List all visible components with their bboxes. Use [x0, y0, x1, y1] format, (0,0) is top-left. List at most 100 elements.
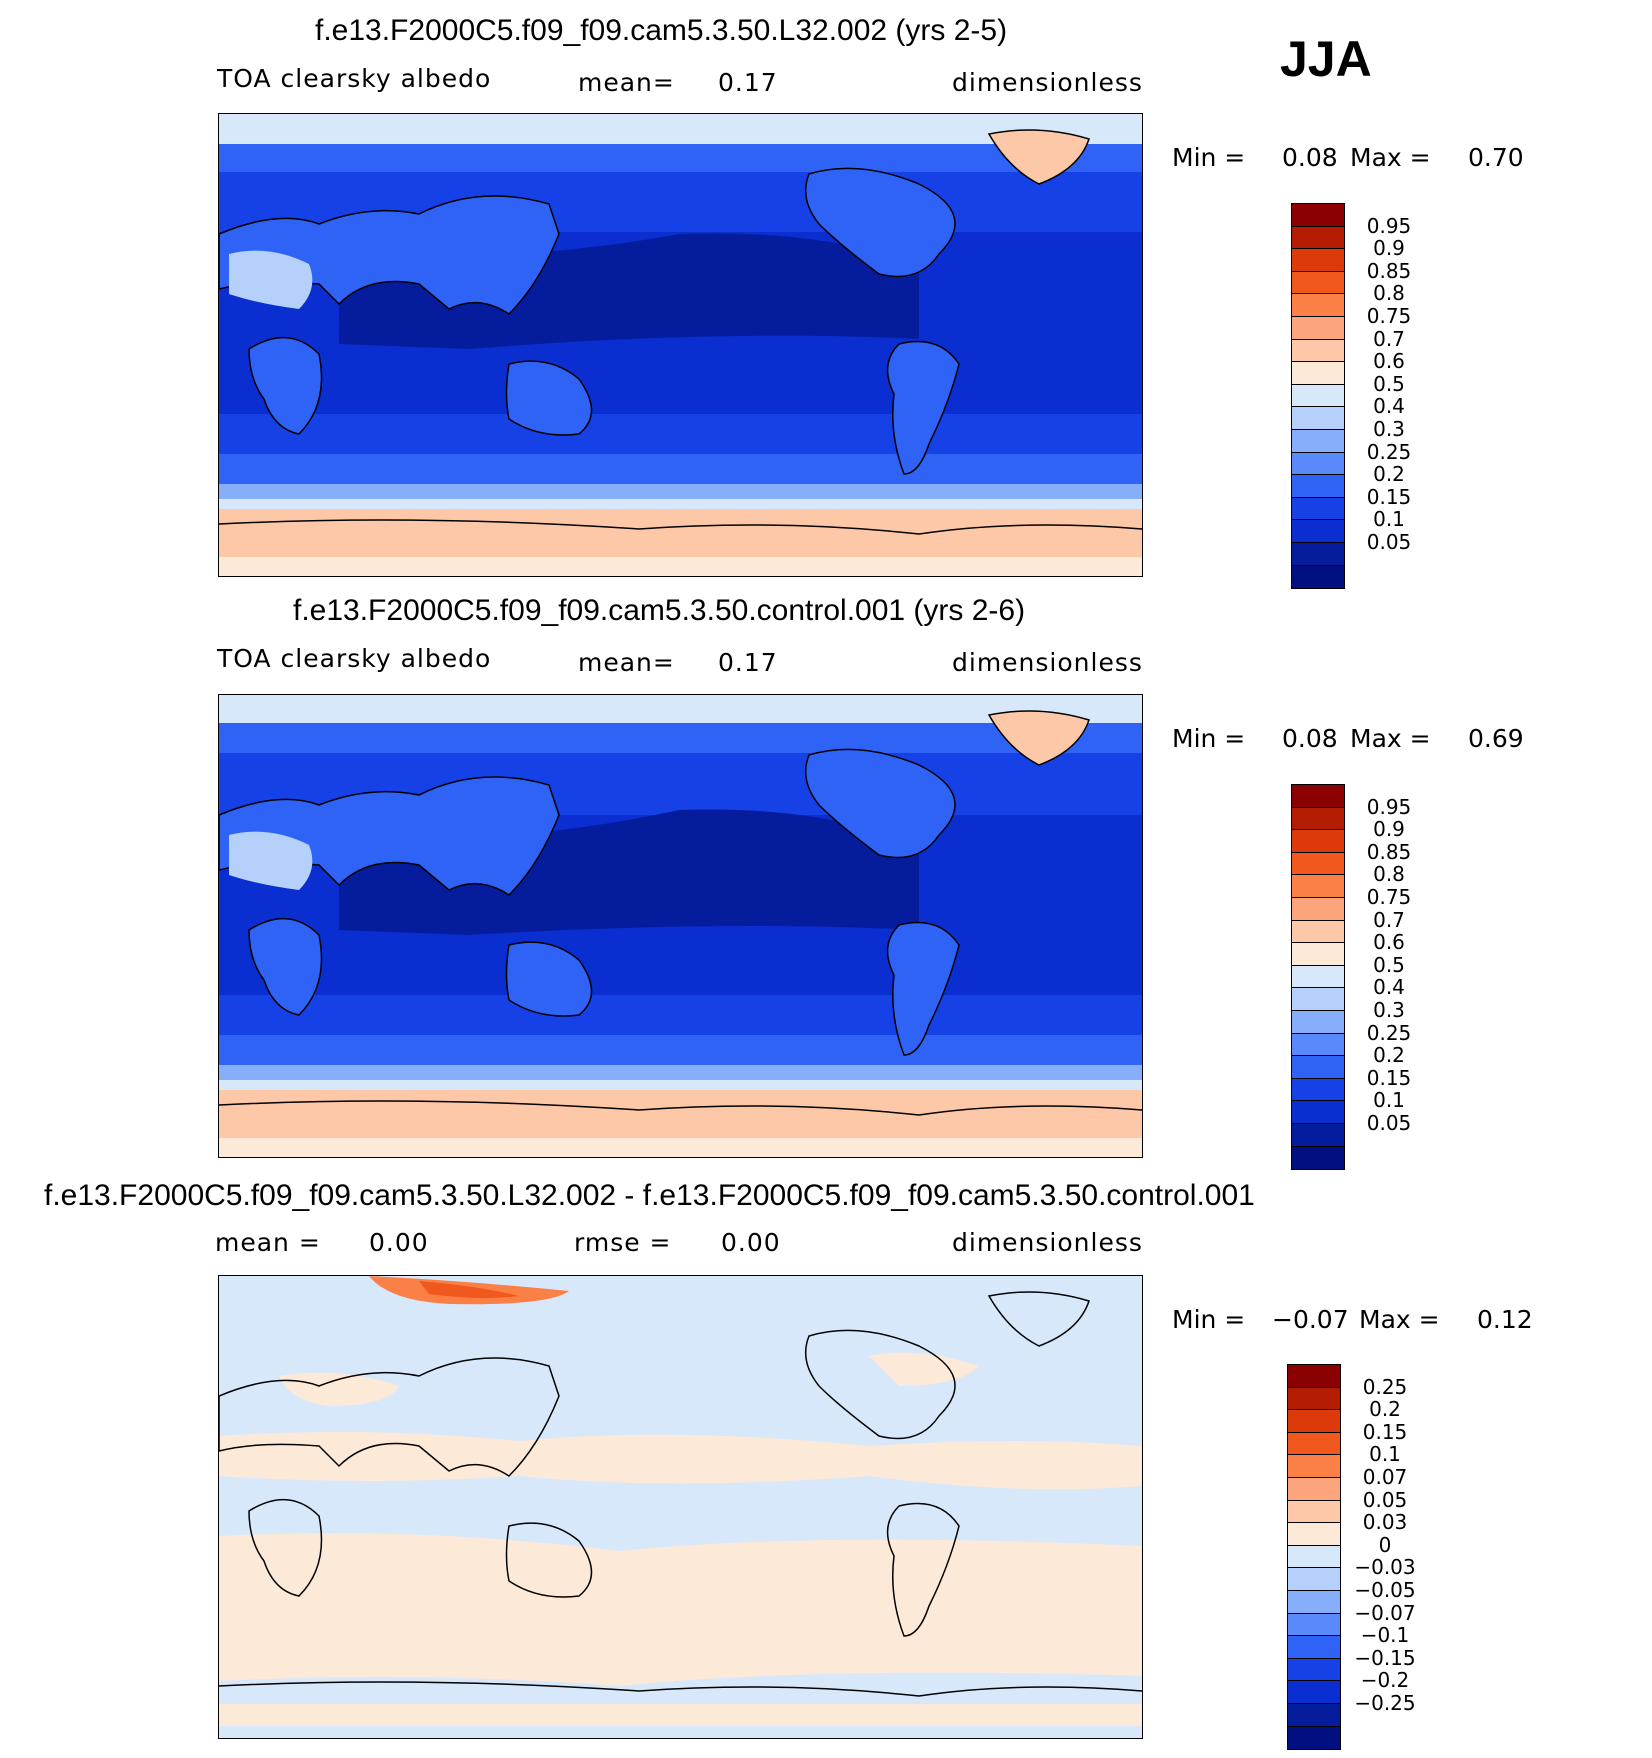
- panel3-mean-label: mean =: [215, 1228, 321, 1257]
- panel3-rmse-value: 0.00: [721, 1228, 781, 1257]
- colorbar-swatch: [1292, 271, 1344, 295]
- panel2-map: [218, 694, 1143, 1158]
- colorbar-level-label: 0.5: [1373, 371, 1405, 396]
- colorbar-swatch: [1288, 1455, 1340, 1478]
- colorbar-level-label: 0.03: [1362, 1510, 1408, 1535]
- colorbar-level-label: 0: [1378, 1532, 1392, 1557]
- panel3-max-value: 0.12: [1477, 1305, 1533, 1334]
- colorbar-swatch: [1288, 1365, 1340, 1388]
- panel2-max-value: 0.69: [1468, 724, 1524, 753]
- colorbar-swatch: [1288, 1410, 1340, 1433]
- colorbar-swatch: [1292, 807, 1344, 831]
- colorbar-level-label: 0.8: [1373, 862, 1405, 887]
- colorbar-swatch: [1288, 1523, 1340, 1546]
- colorbar-swatch: [1288, 1703, 1340, 1727]
- colorbar-swatch: [1292, 316, 1344, 340]
- colorbar-level-label: 0.75: [1366, 885, 1412, 909]
- panel2-variable-label: TOA clearsky albedo: [217, 644, 492, 673]
- colorbar-swatch: [1292, 475, 1344, 498]
- panel3-max-label: Max =: [1359, 1305, 1440, 1334]
- colorbar-swatch: [1288, 1568, 1340, 1591]
- colorbar-swatch: [1292, 204, 1344, 227]
- colorbar-swatch: [1292, 943, 1344, 966]
- panel1-title: f.e13.F2000C5.f09_f09.cam5.3.50.L32.002 …: [315, 14, 1008, 47]
- colorbar-swatch: [1292, 542, 1344, 566]
- colorbar-level-label: 0.4: [1373, 975, 1405, 1000]
- colorbar-level-label: 0.85: [1366, 839, 1412, 864]
- panel3-min-label: Min =: [1172, 1305, 1246, 1334]
- colorbar-level-label: 0.95: [1366, 213, 1412, 238]
- colorbar-level-label: 0.05: [1362, 1487, 1408, 1512]
- colorbar-level-label: −0.03: [1354, 1555, 1416, 1580]
- colorbar-level-label: −0.1: [1360, 1623, 1410, 1648]
- colorbar-swatch: [1292, 1056, 1344, 1079]
- colorbar-swatch: [1292, 520, 1344, 543]
- colorbar-swatch: [1288, 1636, 1340, 1659]
- colorbar-level-label: −0.2: [1360, 1668, 1410, 1693]
- colorbar-level-label: 0.6: [1373, 349, 1405, 374]
- colorbar-level-label: −0.07: [1354, 1600, 1416, 1625]
- panel2-units: dimensionless: [952, 648, 1143, 677]
- colorbar-level-label: 0.95: [1366, 794, 1412, 819]
- colorbar-swatch: [1292, 1146, 1344, 1170]
- panel3-units: dimensionless: [952, 1228, 1143, 1257]
- colorbar-swatch: [1292, 452, 1344, 476]
- panel2-min-value: 0.08: [1282, 724, 1338, 753]
- colorbar-swatch: [1292, 362, 1344, 385]
- panel2-mean-value: 0.17: [718, 648, 778, 677]
- colorbar-level-label: 0.1: [1373, 1088, 1405, 1113]
- colorbar-swatch: [1292, 988, 1344, 1011]
- colorbar-swatch: [1292, 1078, 1344, 1102]
- colorbar-swatch: [1288, 1387, 1340, 1411]
- panel1-variable-label: TOA clearsky albedo: [217, 64, 492, 93]
- colorbar-swatch: [1292, 226, 1344, 250]
- colorbar-swatch: [1288, 1613, 1340, 1637]
- colorbar-level-label: 0.25: [1366, 439, 1412, 464]
- colorbar-swatch: [1288, 1726, 1340, 1750]
- panel1-max-value: 0.70: [1468, 143, 1524, 172]
- colorbar-level-label: 0.9: [1373, 236, 1405, 261]
- panel3-mean-value: 0.00: [369, 1228, 429, 1257]
- colorbar-swatch: [1292, 1010, 1344, 1034]
- colorbar-swatch: [1292, 339, 1344, 363]
- colorbar-swatches: [1291, 784, 1345, 1171]
- colorbar-level-label: 0.3: [1373, 998, 1405, 1022]
- colorbar-swatch: [1292, 897, 1344, 921]
- colorbar-swatch: [1292, 785, 1344, 808]
- panel1-map: [218, 113, 1143, 577]
- colorbar-level-label: 0.07: [1362, 1465, 1408, 1489]
- colorbar-swatch: [1292, 407, 1344, 430]
- colorbar-level-label: −0.15: [1354, 1645, 1416, 1670]
- colorbar-level-label: 0.25: [1362, 1374, 1408, 1399]
- colorbar-level-label: 0.2: [1369, 1397, 1401, 1422]
- colorbar-level-label: 0.05: [1366, 530, 1412, 554]
- panel3-min-value: −0.07: [1272, 1305, 1349, 1334]
- colorbar-level-label: 0.05: [1366, 1111, 1412, 1135]
- colorbar-swatch: [1288, 1432, 1340, 1456]
- colorbar-swatch: [1292, 1033, 1344, 1057]
- colorbar-level-label: 0.15: [1362, 1419, 1408, 1444]
- colorbar-swatch: [1288, 1500, 1340, 1524]
- colorbar-level-label: 0.4: [1373, 394, 1405, 419]
- colorbar-swatch: [1292, 429, 1344, 453]
- colorbar-level-label: 0.2: [1373, 1043, 1405, 1068]
- colorbar-level-label: 0.8: [1373, 281, 1405, 306]
- colorbar-level-label: 0.9: [1373, 817, 1405, 842]
- colorbar-swatch: [1292, 1101, 1344, 1124]
- colorbar-level-label: 0.1: [1369, 1442, 1401, 1467]
- colorbar-swatches: [1287, 1364, 1341, 1751]
- panel2-title: f.e13.F2000C5.f09_f09.cam5.3.50.control.…: [293, 594, 1026, 627]
- panel1-min-value: 0.08: [1282, 143, 1338, 172]
- panel3-map: [218, 1275, 1143, 1739]
- colorbar-level-label: 0.1: [1373, 507, 1405, 532]
- colorbar-level-label: 0.15: [1366, 484, 1412, 509]
- colorbar-level-label: −0.05: [1354, 1578, 1416, 1602]
- colorbar-level-label: 0.85: [1366, 258, 1412, 283]
- panel1-max-label: Max =: [1350, 143, 1431, 172]
- panel3-title: f.e13.F2000C5.f09_f09.cam5.3.50.L32.002 …: [44, 1179, 1255, 1212]
- panel1-mean-label: mean=: [578, 68, 675, 97]
- colorbar-swatch: [1292, 249, 1344, 272]
- colorbar-swatch: [1288, 1590, 1340, 1614]
- colorbar-level-label: 0.5: [1373, 952, 1405, 977]
- colorbar-swatch: [1288, 1658, 1340, 1682]
